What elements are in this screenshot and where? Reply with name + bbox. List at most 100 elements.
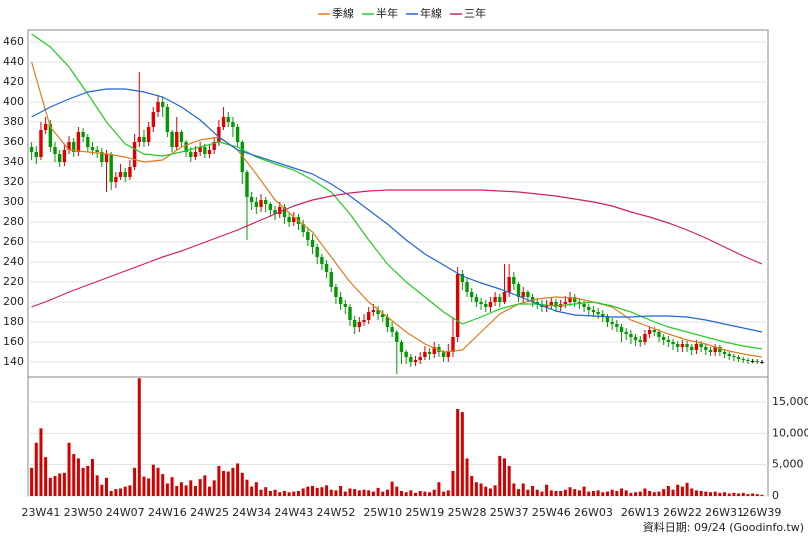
- volume-bar: [620, 488, 624, 496]
- volume-bar: [507, 465, 511, 496]
- candle-body: [619, 327, 624, 332]
- candle-body: [750, 361, 755, 362]
- volume-bar: [381, 491, 385, 496]
- volume-bar: [212, 480, 216, 496]
- volume-tick-label: 0: [772, 489, 779, 502]
- volume-bar: [315, 487, 319, 496]
- candle-body: [624, 332, 628, 334]
- volume-bar: [193, 485, 197, 496]
- volume-bar: [81, 467, 85, 496]
- candle-body: [633, 337, 638, 340]
- candle-body: [568, 297, 572, 302]
- volume-bar: [474, 482, 478, 496]
- volume-bar: [741, 492, 745, 496]
- x-tick-label: 25W46: [532, 506, 571, 519]
- volume-bar: [615, 490, 619, 496]
- volume-bar: [671, 489, 675, 496]
- candle-body: [254, 202, 259, 207]
- candle-body: [521, 292, 525, 297]
- candle-body: [29, 147, 34, 152]
- candle-body: [647, 330, 652, 334]
- candle-body: [736, 357, 741, 359]
- volume-bar: [236, 463, 240, 496]
- volume-bar: [428, 492, 432, 496]
- volume-bar: [53, 475, 57, 496]
- candle-body: [685, 344, 689, 347]
- volume-bar: [292, 491, 296, 496]
- volume-bar: [676, 484, 680, 496]
- candle-body: [643, 334, 647, 342]
- volume-bar: [512, 483, 516, 496]
- x-tick-label: 24W34: [232, 506, 271, 519]
- candle-body: [484, 304, 488, 307]
- candle-body: [381, 314, 385, 317]
- volume-bar: [418, 490, 422, 496]
- y-tick-label: 240: [3, 255, 24, 268]
- candle-body: [427, 352, 432, 354]
- candle-body: [657, 332, 661, 337]
- candle-body: [142, 137, 146, 142]
- volume-bar: [690, 488, 694, 496]
- candle-body: [264, 200, 268, 204]
- volume-bar: [634, 492, 638, 496]
- volume-bar: [367, 490, 371, 496]
- candle-body: [62, 150, 67, 162]
- volume-bar: [685, 482, 689, 496]
- candle-body: [320, 257, 324, 264]
- candle-body: [479, 302, 483, 304]
- candle-body: [160, 102, 165, 107]
- legend-label: 半年: [376, 6, 398, 20]
- candle-body: [596, 312, 600, 314]
- candle-body: [57, 154, 62, 162]
- volume-bar: [339, 485, 343, 496]
- source-note: 資料日期: 09/24 (Goodinfo.tw): [643, 520, 804, 534]
- volume-panel: [27, 376, 769, 497]
- volume-bar: [325, 485, 329, 496]
- candle-body: [605, 317, 610, 322]
- y-tick-label: 280: [3, 215, 24, 228]
- candle-body: [278, 207, 282, 214]
- volume-bar: [732, 492, 736, 496]
- volume-bar: [737, 493, 741, 496]
- volume-bar: [226, 471, 230, 496]
- y-tick-label: 400: [3, 95, 24, 108]
- x-tick-label: 26W39: [743, 506, 782, 519]
- candle-body: [413, 360, 418, 362]
- volume-bar: [90, 459, 94, 496]
- volume-bar: [531, 485, 535, 496]
- volume-bar: [610, 489, 614, 496]
- candle-body: [488, 302, 493, 307]
- candle-body: [465, 282, 469, 292]
- candle-body: [203, 147, 207, 154]
- candle-body: [638, 340, 642, 342]
- volume-bar: [498, 455, 502, 496]
- x-tick-label: 24W52: [316, 506, 355, 519]
- volume-bar: [282, 490, 286, 496]
- candle-body: [418, 357, 422, 360]
- candle-body: [760, 362, 764, 363]
- volume-bar: [470, 475, 474, 496]
- candle-body: [357, 322, 362, 327]
- candle-body: [221, 117, 226, 127]
- volume-bar: [746, 494, 750, 496]
- volume-bar: [254, 482, 258, 496]
- candle-body: [390, 327, 394, 332]
- volume-bar: [723, 492, 727, 496]
- price-panel: [27, 29, 769, 378]
- candle-body: [132, 142, 137, 167]
- candle-body: [708, 350, 713, 352]
- candle-body: [493, 297, 497, 302]
- candle-body: [324, 264, 329, 272]
- candle-body: [53, 147, 57, 154]
- candle-body: [123, 172, 127, 177]
- volume-bar: [156, 467, 160, 496]
- volume-bar: [591, 490, 595, 496]
- volume-bar: [545, 484, 549, 496]
- volume-bar: [657, 491, 661, 496]
- volume-bar: [573, 489, 577, 496]
- volume-bar: [62, 472, 66, 496]
- candle-body: [591, 310, 596, 312]
- candle-body: [306, 232, 310, 240]
- volume-bar: [390, 481, 394, 496]
- volume-bar: [217, 465, 221, 496]
